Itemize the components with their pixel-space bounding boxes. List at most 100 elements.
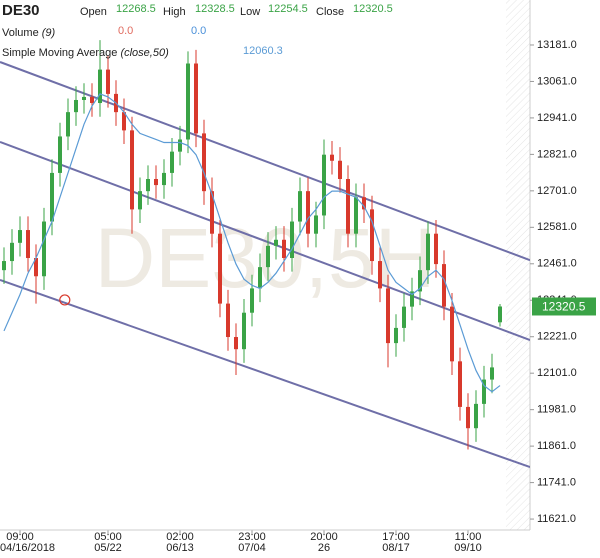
- volume-value: 0.0: [118, 25, 133, 37]
- candle-body: [330, 154, 334, 161]
- future-area: [506, 0, 530, 530]
- candle-body: [42, 221, 46, 277]
- candle-body: [490, 367, 494, 380]
- candle-body: [50, 172, 54, 222]
- candle-body: [122, 112, 126, 131]
- candle-body: [82, 96, 86, 100]
- candle-body: [250, 288, 254, 313]
- candle-body: [66, 112, 70, 137]
- x-tick-label: 17:00: [382, 531, 410, 543]
- candle-body: [426, 233, 430, 271]
- y-tick-label: 13061.0: [537, 75, 577, 87]
- candle-body: [314, 215, 318, 234]
- candle-body: [370, 209, 374, 262]
- x-tick-date: 05/22: [94, 542, 122, 554]
- trend-line: [0, 140, 530, 341]
- x-tick-label: 05:00: [94, 531, 122, 543]
- anchor-marker: [59, 294, 71, 306]
- candle-body: [498, 306, 502, 323]
- y-tick-label: 11861.0: [537, 440, 576, 452]
- candle-body: [450, 306, 454, 362]
- candle-body: [18, 230, 22, 243]
- x-tick-date: 08/17: [382, 542, 410, 554]
- candle-body: [98, 69, 102, 104]
- candle-body: [146, 178, 150, 192]
- volume-label: Volume (9): [2, 27, 56, 39]
- candle-body: [258, 267, 262, 289]
- candle-body: [266, 245, 270, 268]
- sma-params: (close,50): [120, 47, 169, 59]
- candle-body: [2, 261, 6, 271]
- candle-body: [282, 239, 286, 259]
- plot-area: [0, 40, 530, 469]
- y-tick-label: 12581.0: [537, 221, 577, 233]
- sma-label: Simple Moving Average (close,50): [2, 47, 169, 59]
- candle-body: [458, 361, 462, 407]
- candle-body: [290, 221, 294, 259]
- candle-body: [354, 197, 358, 234]
- y-tick-label: 11621.0: [537, 513, 576, 525]
- candle-body: [58, 136, 62, 173]
- watermark: DE30,5H: [95, 211, 436, 305]
- trend-line: [0, 61, 530, 262]
- y-tick-label: 11981.0: [537, 404, 576, 416]
- sma-name: Simple Moving Average: [2, 47, 117, 59]
- y-tick-label: 12101.0: [537, 367, 577, 379]
- volume-params: (9): [42, 27, 56, 39]
- legend-value: 12268.5: [116, 3, 156, 15]
- volume-value: 0.0: [191, 25, 206, 37]
- candle-body: [234, 337, 238, 350]
- candle-body: [418, 270, 422, 292]
- candle-body: [154, 178, 158, 186]
- candle-body: [338, 160, 342, 179]
- x-tick-date: 09/10: [454, 542, 482, 554]
- candle-body: [130, 130, 134, 210]
- legend-label: Open: [80, 6, 107, 18]
- candle-body: [242, 312, 246, 350]
- candle-body: [10, 242, 14, 262]
- candle-body: [410, 291, 414, 307]
- x-tick-label: 23:00: [238, 531, 266, 543]
- sma-value: 12060.3: [243, 45, 283, 57]
- x-tick-label: 11:00: [455, 531, 482, 543]
- candle-body: [466, 406, 470, 429]
- candle-body: [442, 264, 446, 307]
- candle-body: [162, 172, 166, 186]
- legend-value: 12328.5: [195, 3, 235, 15]
- candle-body: [194, 63, 198, 134]
- symbol-title: DE30: [2, 2, 40, 19]
- candle-body: [378, 261, 382, 289]
- x-tick-date: 04/16/2018: [0, 542, 55, 554]
- candle-body: [138, 191, 142, 210]
- candle-body: [394, 327, 398, 344]
- candle-body: [322, 154, 326, 216]
- y-tick-label: 12941.0: [537, 112, 577, 124]
- candle-body: [106, 69, 110, 94]
- legend-value: 12254.5: [268, 3, 308, 15]
- candle-body: [218, 233, 222, 304]
- candle-body: [74, 99, 78, 113]
- y-tick-label: 12821.0: [537, 148, 577, 160]
- candle-body: [402, 306, 406, 328]
- legend-label: Low: [240, 6, 260, 18]
- candle-body: [362, 197, 366, 210]
- x-tick-date: 07/04: [238, 542, 266, 554]
- candle-body: [202, 133, 206, 192]
- y-tick-label: 13181.0: [537, 39, 577, 51]
- x-tick-label: 02:00: [166, 531, 194, 543]
- y-tick-label: 12221.0: [537, 331, 577, 343]
- candle-body: [186, 63, 190, 140]
- candle-body: [210, 191, 214, 234]
- candle-body: [274, 239, 278, 246]
- x-tick-label: 20:00: [310, 531, 338, 543]
- legend-label: High: [163, 6, 186, 18]
- last-price-label: 12320.5: [542, 300, 586, 314]
- candle-body: [178, 139, 182, 152]
- trend-line: [0, 278, 530, 469]
- candle-body: [90, 96, 94, 104]
- candle-body: [434, 233, 438, 265]
- x-tick-label: 09:00: [6, 531, 34, 543]
- candle-body: [170, 151, 174, 173]
